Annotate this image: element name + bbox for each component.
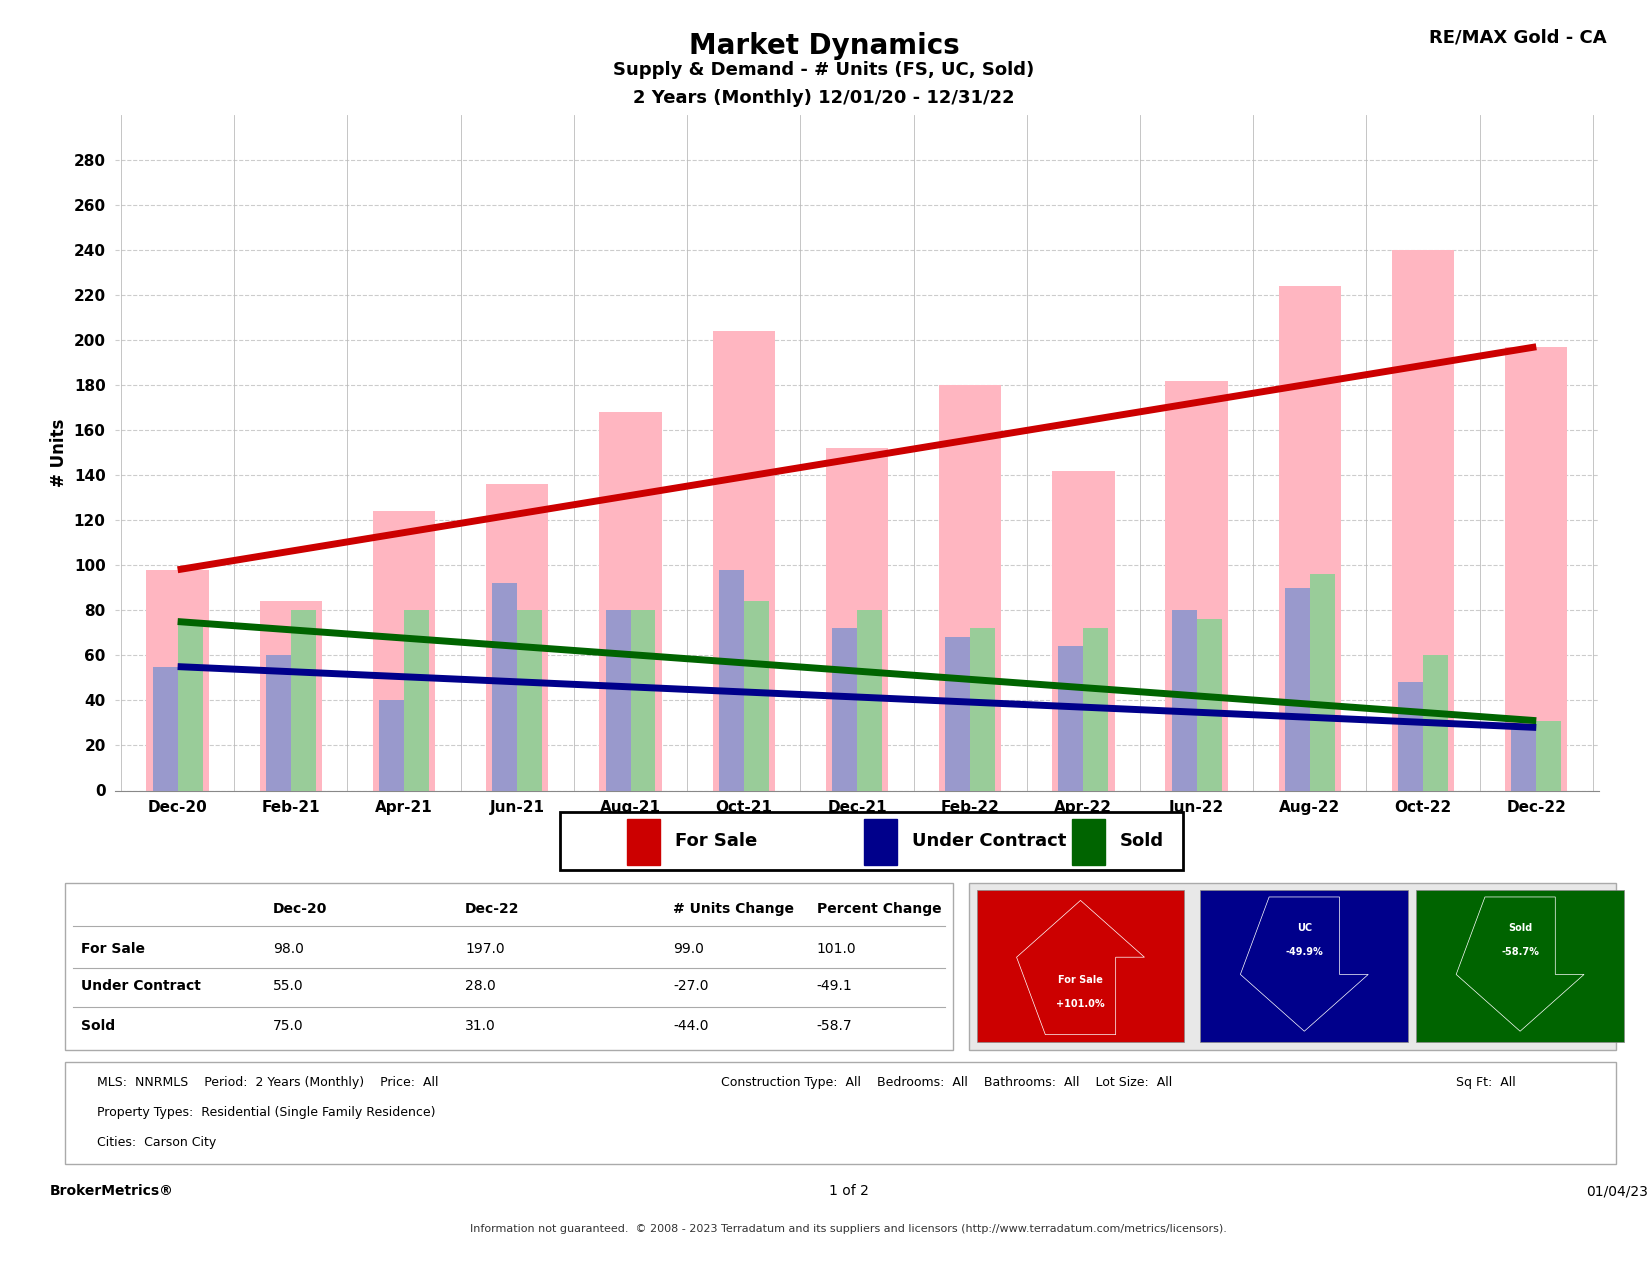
Bar [605, 611, 631, 790]
Text: Dec-20: Dec-20 [274, 901, 328, 915]
Text: Property Types:  Residential (Single Family Residence): Property Types: Residential (Single Fami… [97, 1105, 437, 1119]
Text: 2 Years (Monthly) 12/01/20 - 12/31/22: 2 Years (Monthly) 12/01/20 - 12/31/22 [633, 89, 1015, 107]
Bar [712, 332, 775, 790]
Bar [178, 622, 203, 790]
Text: Cities:  Carson City: Cities: Carson City [97, 1136, 216, 1149]
Text: +101.0%: +101.0% [1056, 998, 1104, 1009]
Text: 1 of 2: 1 of 2 [829, 1184, 868, 1198]
Text: 197.0: 197.0 [465, 942, 504, 955]
Bar [1165, 380, 1228, 790]
Bar [946, 638, 971, 790]
FancyBboxPatch shape [977, 890, 1185, 1042]
Bar [826, 448, 888, 790]
Bar [290, 611, 316, 790]
FancyBboxPatch shape [66, 884, 953, 1051]
FancyBboxPatch shape [560, 812, 1183, 870]
Polygon shape [1457, 898, 1584, 1031]
Bar [864, 820, 897, 864]
Text: # Units Change: # Units Change [672, 901, 794, 915]
Text: Information not guaranteed.  © 2008 - 2023 Terradatum and its suppliers and lice: Information not guaranteed. © 2008 - 202… [470, 1224, 1228, 1234]
Text: BrokerMetrics®: BrokerMetrics® [49, 1184, 173, 1198]
Bar [939, 385, 1002, 790]
Text: For Sale: For Sale [1058, 974, 1103, 984]
Bar [1285, 588, 1310, 790]
Bar [631, 611, 656, 790]
Text: -49.9%: -49.9% [1285, 947, 1323, 958]
Bar [1393, 250, 1454, 790]
Bar [1083, 629, 1109, 790]
Bar [719, 570, 743, 790]
Text: For Sale: For Sale [674, 831, 756, 849]
Bar [153, 667, 178, 790]
Text: Under Contract: Under Contract [81, 979, 201, 993]
Text: 01/04/23: 01/04/23 [1585, 1184, 1648, 1198]
Text: Market Dynamics: Market Dynamics [689, 32, 959, 60]
Bar [1505, 347, 1567, 790]
Text: Sq Ft:  All: Sq Ft: All [1457, 1076, 1516, 1089]
FancyBboxPatch shape [1416, 890, 1623, 1042]
Bar [1058, 646, 1083, 790]
Text: 31.0: 31.0 [465, 1019, 496, 1033]
Bar [626, 820, 659, 864]
Text: 75.0: 75.0 [274, 1019, 303, 1033]
FancyBboxPatch shape [969, 884, 1617, 1051]
Bar [832, 629, 857, 790]
Bar [1424, 655, 1449, 790]
Text: 101.0: 101.0 [817, 942, 857, 955]
Bar [1398, 682, 1424, 790]
Bar [486, 484, 549, 790]
Bar [743, 602, 768, 790]
Text: Under Contract: Under Contract [911, 831, 1066, 849]
Text: MLS:  NNRMLS    Period:  2 Years (Monthly)    Price:  All: MLS: NNRMLS Period: 2 Years (Monthly) Pr… [97, 1076, 438, 1089]
Text: -27.0: -27.0 [672, 979, 709, 993]
Bar [372, 511, 435, 790]
Text: Dec-22: Dec-22 [465, 901, 519, 915]
Text: -44.0: -44.0 [672, 1019, 709, 1033]
Bar [404, 611, 428, 790]
Text: -58.7: -58.7 [817, 1019, 852, 1033]
Bar [1511, 728, 1536, 790]
FancyBboxPatch shape [66, 1062, 1617, 1164]
Bar [147, 570, 209, 790]
Text: Percent Change: Percent Change [817, 901, 941, 915]
Bar [260, 602, 321, 790]
Bar [971, 629, 995, 790]
Text: 98.0: 98.0 [274, 942, 305, 955]
Bar [1279, 286, 1341, 790]
Bar [493, 583, 517, 790]
Bar [600, 412, 661, 790]
Bar [1196, 620, 1221, 790]
Text: -49.1: -49.1 [817, 979, 852, 993]
Bar [1172, 611, 1196, 790]
Text: Construction Type:  All    Bedrooms:  All    Bathrooms:  All    Lot Size:  All: Construction Type: All Bedrooms: All Bat… [720, 1076, 1172, 1089]
Y-axis label: # Units: # Units [49, 418, 68, 487]
Text: 99.0: 99.0 [672, 942, 704, 955]
Polygon shape [1241, 898, 1368, 1031]
Text: Sold: Sold [81, 1019, 115, 1033]
Bar [1310, 574, 1335, 790]
Bar [1071, 820, 1104, 864]
Text: UC: UC [1297, 923, 1312, 933]
Bar [857, 611, 882, 790]
Bar [517, 611, 542, 790]
Text: 28.0: 28.0 [465, 979, 496, 993]
Bar [379, 700, 404, 790]
Text: 55.0: 55.0 [274, 979, 303, 993]
Text: Sold: Sold [1508, 923, 1533, 933]
Text: KEY INFORMATION: KEY INFORMATION [778, 886, 936, 901]
Bar [265, 655, 290, 790]
FancyBboxPatch shape [1200, 890, 1407, 1042]
Polygon shape [1017, 900, 1144, 1035]
Text: For Sale: For Sale [81, 942, 145, 955]
Bar [1053, 470, 1114, 790]
Text: Sold: Sold [1119, 831, 1163, 849]
Text: -58.7%: -58.7% [1501, 947, 1539, 958]
Bar [1536, 720, 1561, 790]
Text: RE/MAX Gold - CA: RE/MAX Gold - CA [1429, 28, 1607, 46]
Text: Supply & Demand - # Units (FS, UC, Sold): Supply & Demand - # Units (FS, UC, Sold) [613, 61, 1035, 79]
